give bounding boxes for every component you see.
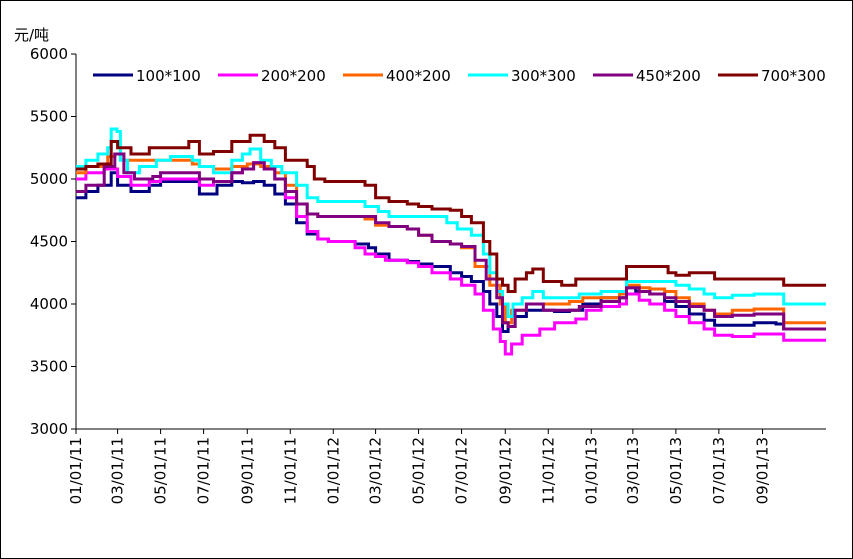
y-axis: 3000 3500 4000 4500 5000 5500 6000 bbox=[30, 45, 76, 438]
x-tick-label: 03/01/12 bbox=[367, 437, 385, 504]
x-tick-label: 09/01/12 bbox=[496, 437, 514, 504]
series-line-450x200 bbox=[76, 152, 826, 331]
x-tick-label: 03/01/13 bbox=[624, 437, 642, 504]
series-line-700x300 bbox=[76, 133, 826, 293]
legend-label: 200*200 bbox=[261, 67, 326, 85]
x-tick-label: 11/01/11 bbox=[281, 437, 299, 504]
y-tick-label: 4500 bbox=[30, 233, 68, 251]
x-tick-label: 01/01/13 bbox=[582, 437, 600, 504]
legend-label: 100*100 bbox=[136, 67, 201, 85]
x-tick-label: 07/01/11 bbox=[195, 437, 213, 504]
legend-label: 400*200 bbox=[386, 67, 451, 85]
x-tick-label: 03/01/11 bbox=[109, 437, 127, 504]
y-tick-label: 4000 bbox=[30, 295, 68, 313]
x-tick-label: 07/01/13 bbox=[710, 437, 728, 504]
series-line-100x100 bbox=[76, 171, 826, 333]
x-tick-label: 01/01/11 bbox=[67, 437, 85, 504]
x-tick-label: 11/01/12 bbox=[539, 437, 557, 504]
x-tick-label: 05/01/11 bbox=[152, 437, 170, 504]
x-tick-label: 09/01/13 bbox=[754, 437, 772, 504]
x-tick-label: 05/01/12 bbox=[410, 437, 428, 504]
y-tick-label: 6000 bbox=[30, 45, 68, 63]
y-tick-label: 3500 bbox=[30, 358, 68, 376]
x-tick-label: 07/01/12 bbox=[453, 437, 471, 504]
legend-label: 700*300 bbox=[761, 67, 826, 85]
y-tick-label: 5000 bbox=[30, 170, 68, 188]
y-axis-unit-label: 元/吨 bbox=[14, 26, 49, 44]
legend: 100*100 200*200 400*200 300*300 450*200 700*3… bbox=[93, 67, 826, 85]
x-tick-label: 09/01/11 bbox=[238, 437, 256, 504]
legend-label: 300*300 bbox=[511, 67, 576, 85]
x-tick-label: 01/01/12 bbox=[324, 437, 342, 504]
series-line-300x300 bbox=[76, 127, 826, 318]
legend-label: 450*200 bbox=[636, 67, 701, 85]
series-layer bbox=[76, 127, 826, 356]
x-tick-label: 05/01/13 bbox=[667, 437, 685, 504]
y-tick-label: 3000 bbox=[30, 420, 68, 438]
x-axis: 01/01/11 03/01/11 05/01/11 07/01/11 09/01/11… bbox=[67, 429, 772, 504]
y-tick-label: 5500 bbox=[30, 108, 68, 126]
